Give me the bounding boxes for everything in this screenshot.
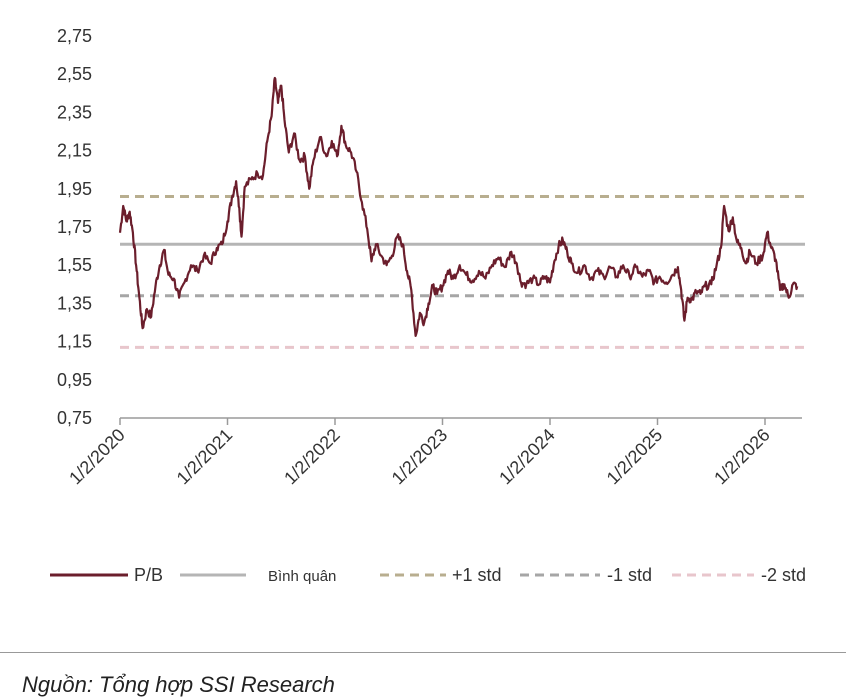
legend-label: Bình quân (268, 568, 336, 585)
y-tick-label: 2,75 (57, 26, 92, 46)
y-tick-label: 2,15 (57, 141, 92, 161)
y-tick-label: 0,95 (57, 370, 92, 390)
legend: P/B Bình quân +1 std -1 std -2 std (50, 565, 806, 585)
x-tick-label: 1/2/2022 (280, 425, 344, 489)
x-tick-label: 1/2/2023 (388, 425, 452, 489)
x-tick-label: 1/2/2026 (710, 425, 774, 489)
y-tick-label: 0,75 (57, 408, 92, 428)
y-tick-label: 1,55 (57, 255, 92, 275)
y-axis: 2,75 2,55 2,35 2,15 1,95 1,75 1,55 1,35 1,15 0,95… (57, 26, 92, 428)
x-tick-label: 1/2/2025 (603, 425, 667, 489)
legend-label: -2 std (761, 565, 806, 585)
y-tick-label: 2,35 (57, 102, 92, 122)
x-axis: 1/2/2020 1/2/2021 1/2/2022 1/2/2023 1/2/2024… (65, 417, 802, 489)
legend-minus-2-std: -2 std (672, 565, 806, 585)
pb-chart: 2,75 2,55 2,35 2,15 1,95 1,75 1,55 1,35 1,15 0,95… (50, 26, 806, 585)
y-tick-label: 1,95 (57, 179, 92, 199)
y-tick-label: 1,75 (57, 217, 92, 237)
x-tick-label: 1/2/2020 (65, 425, 129, 489)
legend-label: P/B (134, 565, 163, 585)
x-tick-label: 1/2/2024 (495, 425, 559, 489)
y-tick-label: 1,35 (57, 293, 92, 313)
legend-pb: P/B (50, 565, 163, 585)
series-layer (118, 76, 799, 337)
y-tick-label: 1,15 (57, 332, 92, 352)
pb-series-line (118, 76, 799, 337)
legend-label: -1 std (607, 565, 652, 585)
y-tick-label: 2,55 (57, 64, 92, 84)
legend-mean: Bình quân (180, 568, 336, 585)
source-note: Nguồn: Tổng hợp SSI Research (22, 672, 335, 697)
legend-plus-1-std: +1 std (380, 565, 502, 585)
legend-label: +1 std (452, 565, 502, 585)
divider (0, 652, 846, 653)
reference-lines (120, 194, 805, 349)
legend-minus-1-std: -1 std (520, 565, 652, 585)
x-tick-label: 1/2/2021 (173, 425, 237, 489)
